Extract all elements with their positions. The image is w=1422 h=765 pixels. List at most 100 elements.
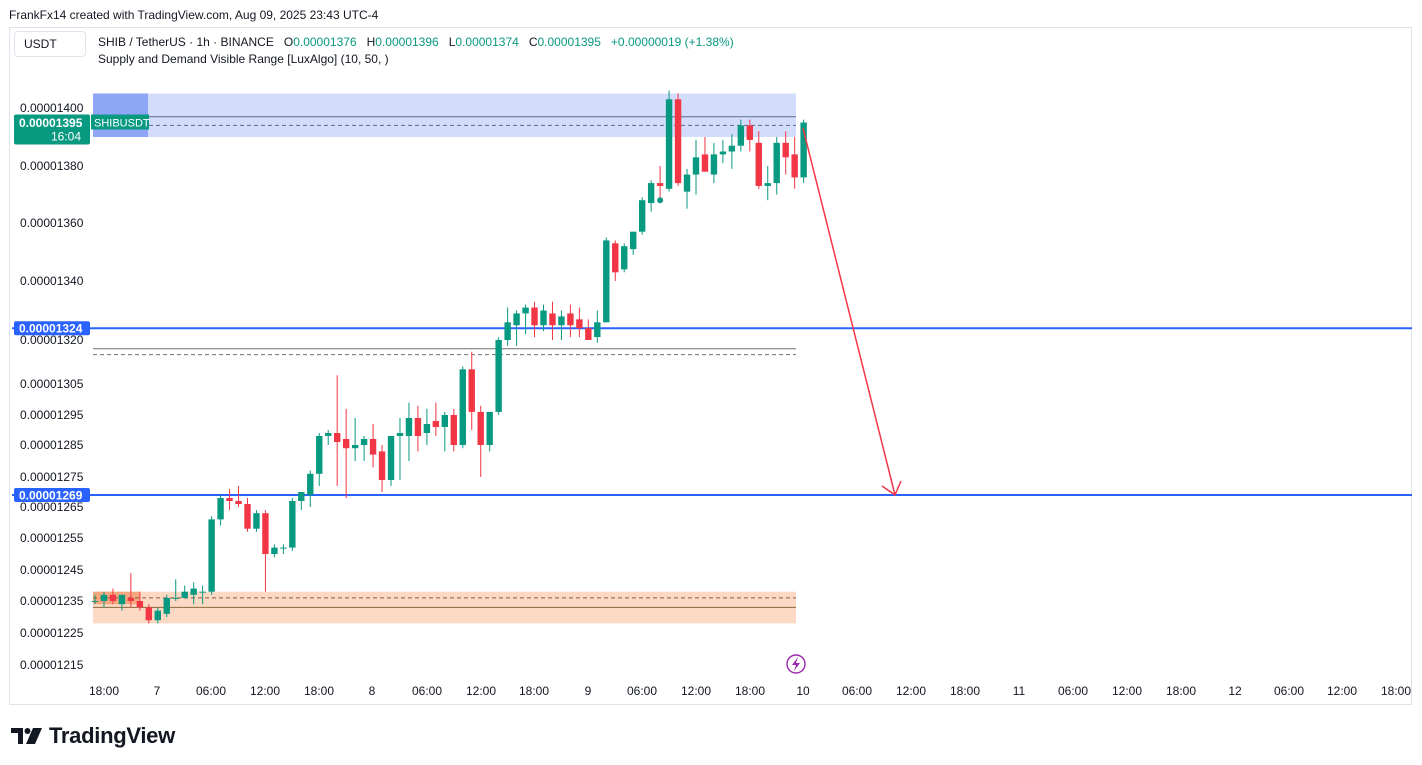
candle — [414, 405, 422, 452]
candle-body — [316, 436, 323, 474]
hline-price-tag-2 — [14, 488, 90, 502]
candle-body — [674, 99, 682, 184]
price-tick-label: 0.00001295 — [20, 408, 84, 422]
candle-body — [100, 594, 108, 601]
candle — [190, 582, 197, 605]
candle-body — [647, 183, 655, 204]
candle — [576, 307, 583, 338]
candle-body — [432, 421, 440, 427]
price-tick-label: 0.00001225 — [20, 626, 84, 640]
candle-body — [280, 547, 287, 549]
symbol-name[interactable]: SHIB / TetherUS · 1h · BINANCE — [98, 35, 274, 49]
candle — [683, 168, 691, 209]
candle-body — [755, 142, 762, 186]
candle-body — [369, 439, 377, 455]
candle — [603, 237, 610, 323]
candle-body — [181, 591, 188, 598]
candle — [423, 408, 431, 445]
candle-body — [235, 501, 242, 504]
candle — [351, 418, 359, 461]
candle — [333, 375, 341, 486]
candle — [235, 486, 242, 507]
indicator-legend[interactable]: Supply and Demand Visible Range [LuxAlgo… — [98, 52, 389, 66]
time-tick-label: 12:00 — [681, 684, 711, 698]
time-tick-label: 8 — [369, 684, 376, 698]
candle-body — [298, 492, 305, 501]
time-tick-label: 06:00 — [627, 684, 657, 698]
candle — [728, 134, 736, 169]
candle — [719, 139, 727, 164]
low-label: L — [448, 35, 456, 49]
candle-body — [325, 433, 332, 436]
candle-body — [262, 513, 269, 554]
time-tick-label: 7 — [154, 684, 161, 698]
candle — [450, 408, 457, 452]
candle-body — [289, 501, 296, 548]
lightning-icon[interactable] — [786, 654, 806, 674]
candle — [226, 489, 233, 511]
candle — [486, 411, 493, 452]
attribution-text: FrankFx14 created with TradingView.com, … — [9, 8, 379, 22]
tradingview-wordmark: TradingView — [49, 723, 175, 748]
candle — [549, 301, 556, 340]
candle — [710, 142, 718, 184]
forecast-arrow-head — [881, 480, 902, 497]
candle — [665, 90, 673, 192]
signal-dot — [657, 197, 664, 204]
candle-body — [163, 597, 170, 614]
candle — [387, 436, 395, 486]
time-tick-label: 06:00 — [842, 684, 872, 698]
candle-body — [710, 154, 718, 175]
time-tick-label: 12 — [1228, 684, 1242, 698]
candle — [298, 492, 305, 511]
candle — [441, 411, 449, 452]
candle-body — [638, 200, 646, 232]
time-tick-label: 9 — [585, 684, 592, 698]
candle — [280, 544, 287, 554]
time-tick-label: 11 — [1013, 684, 1026, 698]
symbol-tag-label: SHIBUSDT — [94, 118, 150, 130]
time-tick-label: 12:00 — [466, 684, 496, 698]
time-tick-label: 10 — [796, 684, 810, 698]
candle-body — [208, 519, 215, 592]
candle-body — [136, 601, 144, 608]
tradingview-logo[interactable]: TradingView — [11, 723, 175, 749]
candle-body — [127, 597, 135, 601]
candle — [764, 166, 771, 201]
candle — [100, 591, 108, 608]
candle-body — [665, 99, 673, 189]
price-tick-label: 0.00001215 — [20, 658, 84, 672]
candle — [656, 166, 664, 204]
tradingview-mark-icon — [11, 728, 42, 744]
currency-button[interactable]: USDT — [14, 31, 86, 57]
candle — [495, 337, 502, 415]
time-tick-label: 18:00 — [89, 684, 119, 698]
candle — [244, 498, 251, 532]
candle — [136, 591, 144, 611]
candle-body — [190, 588, 197, 595]
candle — [773, 137, 780, 195]
candle — [405, 402, 413, 461]
time-tick-label: 18:00 — [735, 684, 765, 698]
candle-body — [468, 369, 475, 412]
chart-frame — [9, 27, 1412, 705]
candle-body — [791, 154, 798, 178]
bar-countdown: 16:04 — [51, 130, 81, 144]
arrow-layer — [802, 128, 902, 497]
candle — [746, 119, 754, 152]
candle-body — [253, 513, 260, 529]
candle — [217, 495, 224, 526]
candle-body — [585, 328, 592, 340]
last-price-value: 0.00001395 — [19, 116, 83, 130]
open-value: 0.00001376 — [293, 35, 357, 49]
candle-body — [603, 240, 610, 323]
candle — [262, 510, 269, 592]
hline-price-label-2: 0.00001269 — [19, 489, 83, 503]
candle-body — [423, 424, 431, 433]
time-tick-label: 06:00 — [1058, 684, 1088, 698]
candle-body — [773, 142, 780, 184]
candle-body — [656, 183, 664, 186]
candle — [208, 516, 215, 595]
candle — [199, 585, 206, 605]
